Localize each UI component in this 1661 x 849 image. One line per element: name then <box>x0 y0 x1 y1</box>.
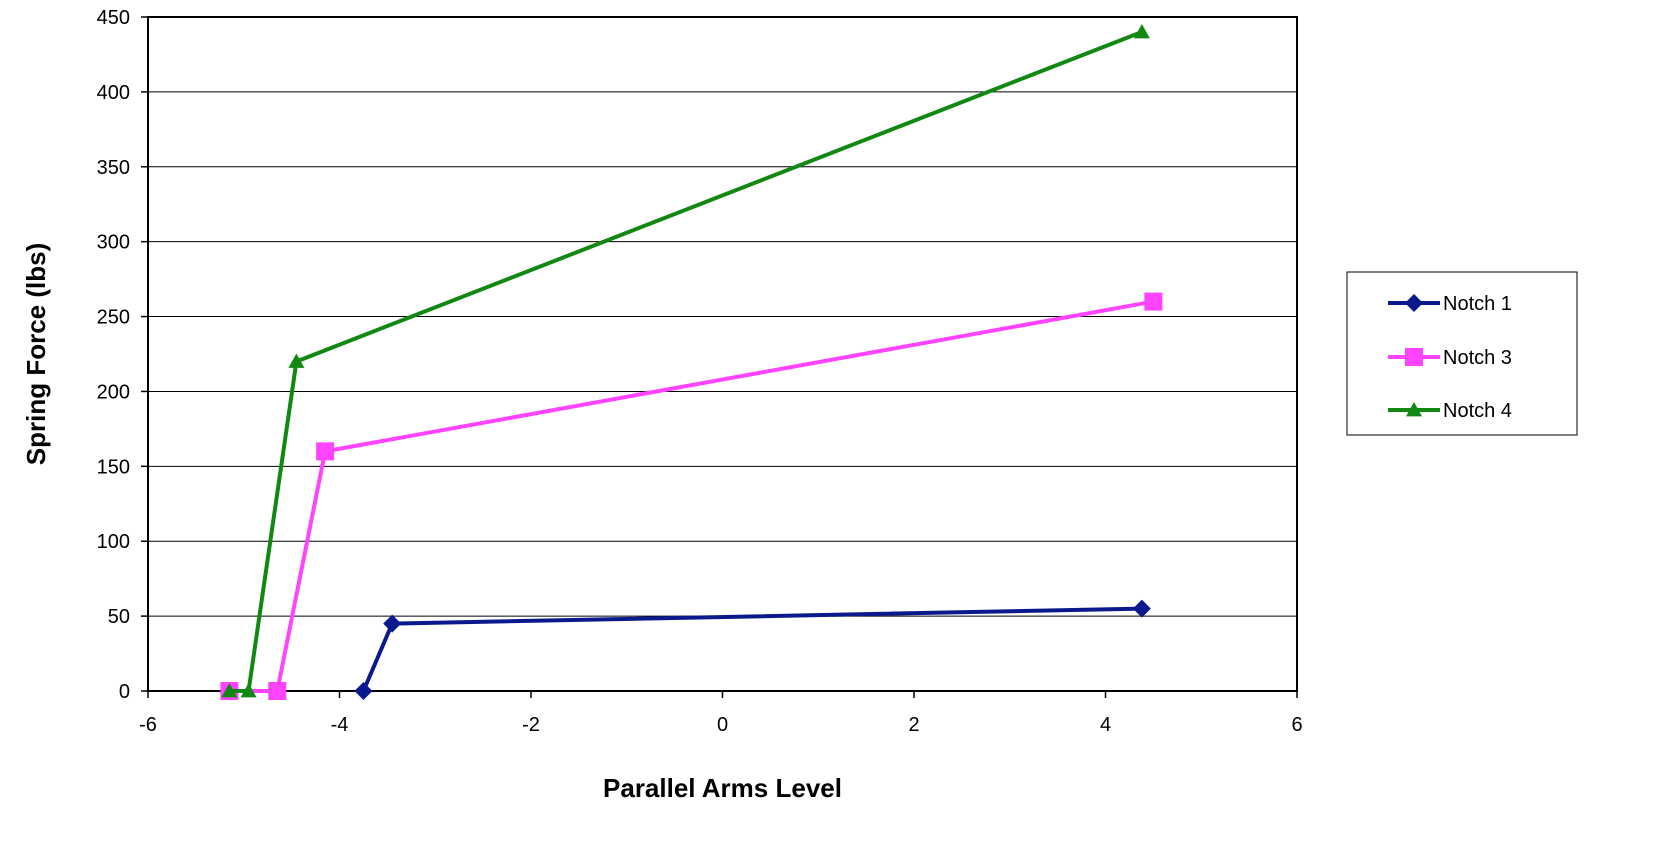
data-point-square <box>316 442 335 461</box>
series-notch-1 <box>354 599 1151 700</box>
series-notch-3 <box>220 292 1163 700</box>
legend-label-notch-1: Notch 1 <box>1443 293 1512 315</box>
x-axis-ticks: -6 -4 -2 0 2 4 6 <box>139 691 1303 736</box>
x-tick-label: 2 <box>908 714 919 736</box>
legend-marker-notch-3 <box>1405 348 1423 366</box>
grid-lines <box>148 91 1297 617</box>
y-tick-label: 300 <box>97 232 130 254</box>
y-tick-label: 100 <box>97 531 130 553</box>
legend-item-notch-1: Notch 1 <box>1388 293 1512 315</box>
y-tick-label: 0 <box>119 681 130 703</box>
legend-marker-notch-1 <box>1405 294 1423 312</box>
data-point-square <box>1144 292 1163 311</box>
legend-marker-notch-4 <box>1406 402 1422 417</box>
series-line <box>229 299 1154 693</box>
legend-box <box>1346 271 1578 436</box>
y-axis-ticks: 0 50 100 150 200 250 300 350 400 450 <box>97 7 148 703</box>
x-axis-title: Parallel Arms Level <box>603 773 842 803</box>
data-point-triangle <box>240 683 257 698</box>
legend-marker-shape <box>1405 294 1423 312</box>
x-tick-label: -4 <box>331 714 349 736</box>
x-tick-label: 0 <box>717 714 728 736</box>
series-notch-4 <box>221 23 1150 698</box>
legend-marker-shape <box>1406 402 1422 417</box>
data-point-diamond <box>354 682 373 700</box>
data-point-diamond <box>383 614 402 633</box>
y-axis-title: Spring Force (lbs) <box>21 243 51 465</box>
x-tick-label: 4 <box>1100 714 1111 736</box>
y-tick-label: 50 <box>108 606 130 628</box>
y-tick-label: 350 <box>97 157 130 179</box>
x-tick-label: -2 <box>522 714 540 736</box>
y-tick-label: 400 <box>97 82 130 104</box>
legend-item-notch-4: Notch 4 <box>1388 400 1512 422</box>
y-tick-label: 150 <box>97 456 130 478</box>
x-tick-label: 6 <box>1291 714 1302 736</box>
legend-label-notch-3: Notch 3 <box>1443 347 1512 369</box>
legend-marker-shape <box>1405 348 1423 366</box>
series-line <box>229 30 1143 693</box>
y-tick-label: 250 <box>97 307 130 329</box>
data-point-diamond <box>1132 599 1151 618</box>
legend: Notch 1 Notch 3 Notch 4 <box>1346 271 1578 436</box>
y-tick-label: 450 <box>97 7 130 29</box>
x-tick-label: -6 <box>139 714 157 736</box>
series-group <box>220 23 1163 700</box>
y-tick-label: 200 <box>97 381 130 403</box>
data-point-triangle <box>221 683 238 698</box>
data-point-triangle <box>288 353 305 368</box>
legend-item-notch-3: Notch 3 <box>1388 347 1512 369</box>
data-point-triangle <box>1133 23 1150 39</box>
legend-label-notch-4: Notch 4 <box>1443 400 1512 422</box>
data-point-square <box>268 682 287 700</box>
series-line <box>361 606 1142 692</box>
